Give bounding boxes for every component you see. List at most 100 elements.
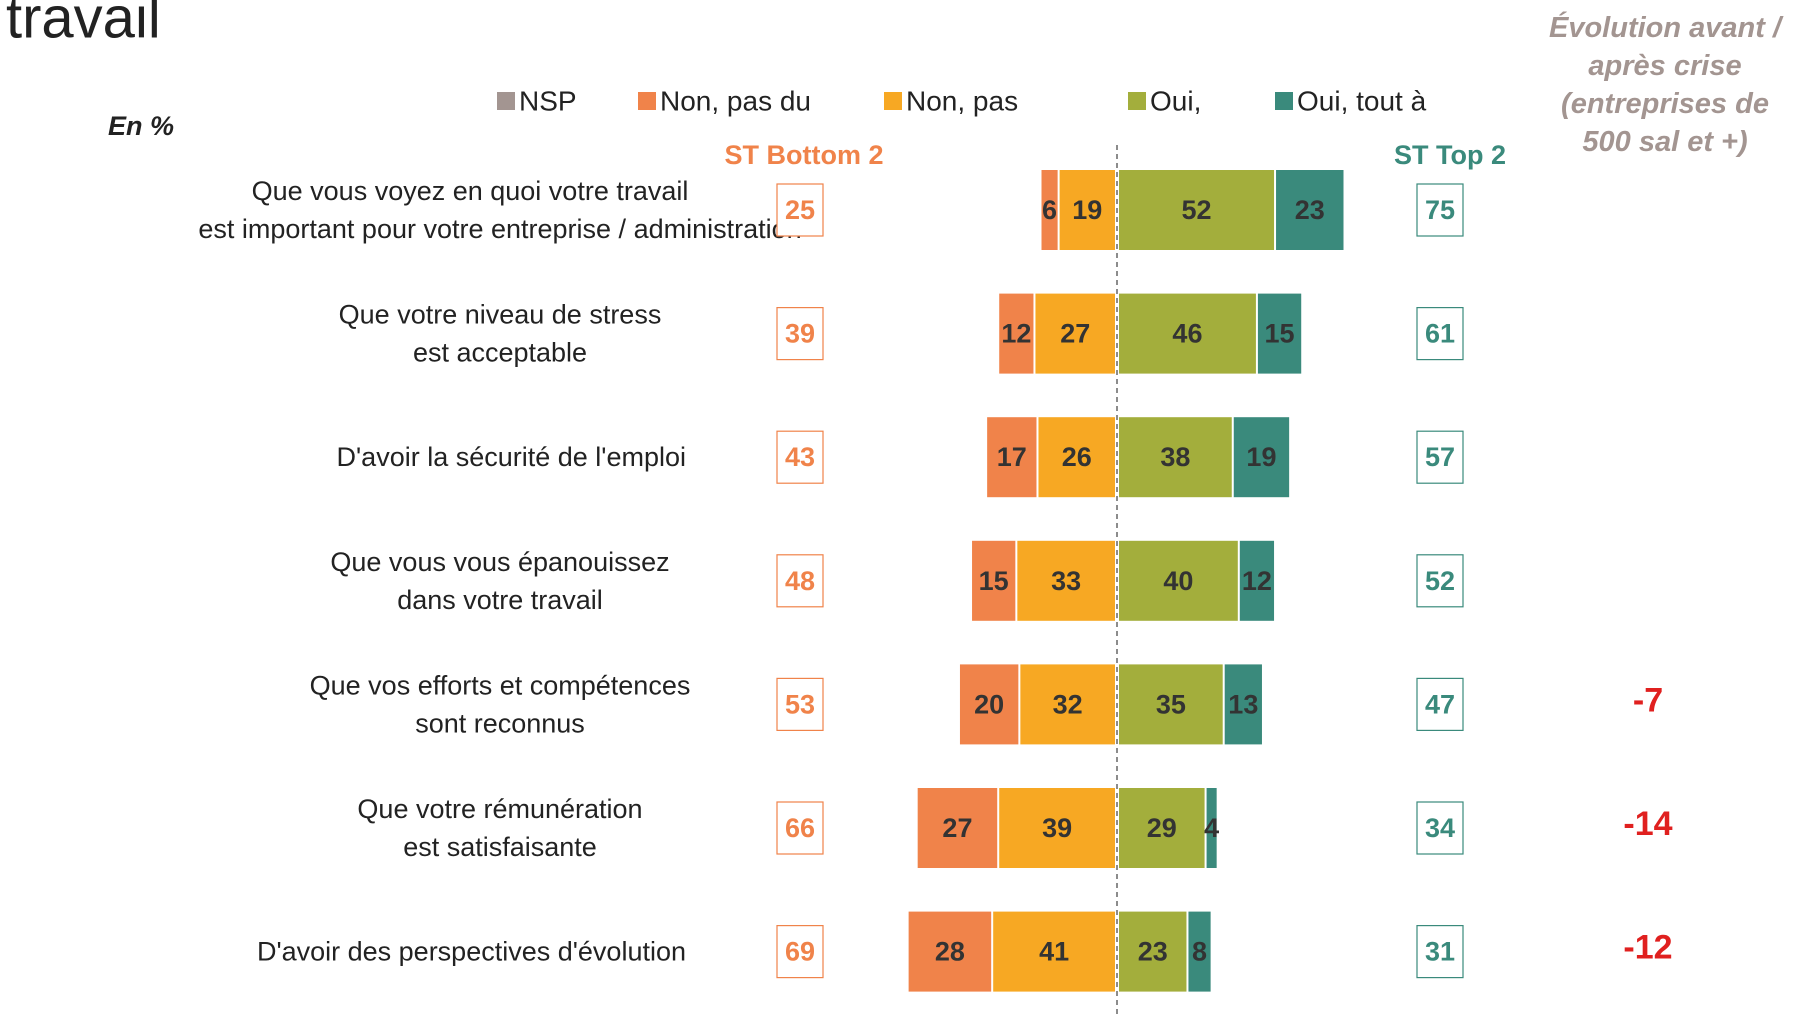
legend-label: NSP	[519, 86, 577, 117]
bottom-header: ST Bottom 2	[725, 140, 884, 170]
subtitle: En %	[108, 111, 174, 141]
bar-value-label: 35	[1156, 689, 1186, 719]
category-label: sont reconnus	[415, 708, 585, 738]
evolution-header: Évolution avant /	[1549, 11, 1784, 44]
top2-label: 75	[1425, 195, 1455, 225]
bar-segment	[999, 788, 1115, 868]
bar-segment	[1059, 170, 1115, 250]
bar-segment	[1188, 911, 1211, 992]
bar-segment	[1119, 293, 1256, 374]
bar-segment	[1119, 664, 1223, 745]
bar-value-label: 12	[1001, 319, 1031, 349]
bottom2-box	[776, 924, 824, 979]
bottom2-box	[776, 677, 824, 732]
legend-swatch	[1128, 92, 1146, 110]
bar-segment	[1224, 664, 1262, 745]
evolution-label: -14	[1623, 805, 1672, 843]
bar-value-label: 17	[997, 442, 1027, 472]
bottom2-box	[776, 801, 824, 855]
evolution-header: après crise	[1588, 50, 1741, 82]
bottom2-box	[776, 554, 824, 608]
legend-label: Non, pas du	[660, 86, 811, 117]
bar-value-label: 13	[1228, 689, 1258, 719]
bar-segment	[1017, 540, 1115, 621]
bar-value-label: 8	[1192, 937, 1207, 967]
bar-segment	[999, 293, 1034, 374]
bar-segment	[1020, 664, 1115, 745]
bar-segment	[959, 664, 1019, 745]
category-label: Que votre niveau de stress	[339, 300, 662, 330]
top2-label: 47	[1425, 689, 1455, 719]
bar-segment	[1119, 417, 1232, 498]
bar-segment	[1206, 788, 1217, 868]
top2-box	[1416, 801, 1464, 855]
bar-value-label: 32	[1053, 689, 1083, 719]
bar-segment	[1119, 788, 1205, 868]
bar-segment	[1041, 170, 1058, 250]
bar-value-label: 19	[1072, 195, 1102, 225]
bar-segment	[1038, 417, 1115, 498]
bar-segment	[917, 788, 998, 868]
bar-value-label: 15	[1265, 319, 1295, 349]
top2-box	[1416, 430, 1464, 484]
bar-value-label: 15	[979, 566, 1009, 596]
legend-swatch	[638, 92, 656, 110]
bar-segment	[1239, 540, 1275, 621]
top2-box	[1416, 677, 1464, 732]
top2-label: 61	[1425, 319, 1455, 349]
legend-label: Oui,	[1150, 86, 1201, 117]
bottom2-box	[776, 307, 824, 361]
bar-segment	[1233, 417, 1290, 498]
bar-value-label: 46	[1172, 319, 1202, 349]
top2-label: 52	[1425, 566, 1455, 596]
category-label: D'avoir des perspectives d'évolution	[257, 937, 686, 967]
bottom2-label: 53	[785, 689, 815, 719]
legend-label: Oui, tout à	[1297, 86, 1427, 117]
bar-value-label: 4	[1204, 813, 1219, 843]
bar-value-label: 23	[1138, 937, 1168, 967]
bottom2-label: 69	[785, 937, 815, 967]
top2-box	[1416, 924, 1464, 979]
bar-segment	[1257, 293, 1302, 374]
bottom2-label: 39	[785, 319, 815, 349]
top-header: ST Top 2	[1394, 140, 1506, 170]
bar-segment	[993, 911, 1115, 992]
bar-segment	[1119, 911, 1187, 992]
bar-value-label: 6	[1042, 195, 1057, 225]
bar-value-label: 38	[1160, 442, 1190, 472]
category-label: D'avoir la sécurité de l'emploi	[337, 442, 686, 472]
bottom2-label: 43	[785, 442, 815, 472]
bar-value-label: 40	[1163, 566, 1193, 596]
bar-segment	[908, 911, 992, 992]
legend-label: Non, pas	[906, 86, 1018, 117]
category-label: est acceptable	[413, 338, 587, 368]
bar-value-label: 33	[1051, 566, 1081, 596]
bar-segment	[1119, 170, 1275, 250]
top2-label: 31	[1425, 937, 1455, 967]
category-label: Que votre rémunération	[357, 794, 642, 824]
category-label: est satisfaisante	[403, 832, 597, 862]
category-label: dans votre travail	[397, 585, 603, 615]
bottom2-box	[776, 183, 824, 237]
bar-value-label: 27	[942, 813, 972, 843]
chart-title: travail	[6, 0, 161, 51]
bar-value-label: 27	[1060, 319, 1090, 349]
top2-label: 57	[1425, 442, 1455, 472]
bar-value-label: 39	[1042, 813, 1072, 843]
evolution-label: -7	[1633, 681, 1663, 719]
category-label: Que vous voyez en quoi votre travail	[252, 176, 689, 206]
bar-value-label: 23	[1295, 195, 1325, 225]
bar-value-label: 41	[1039, 937, 1069, 967]
evolution-header: 500 sal et +)	[1582, 126, 1747, 158]
bottom2-label: 66	[785, 813, 815, 843]
bar-segment	[1119, 540, 1238, 621]
bar-value-label: 20	[974, 689, 1004, 719]
evolution-label: -12	[1623, 929, 1672, 967]
bar-segment	[987, 417, 1037, 498]
legend-swatch	[884, 92, 902, 110]
category-label: Que vous vous épanouissez	[330, 547, 669, 577]
bar-segment	[1035, 293, 1115, 374]
bottom2-label: 25	[785, 195, 815, 225]
bar-value-label: 52	[1181, 195, 1211, 225]
